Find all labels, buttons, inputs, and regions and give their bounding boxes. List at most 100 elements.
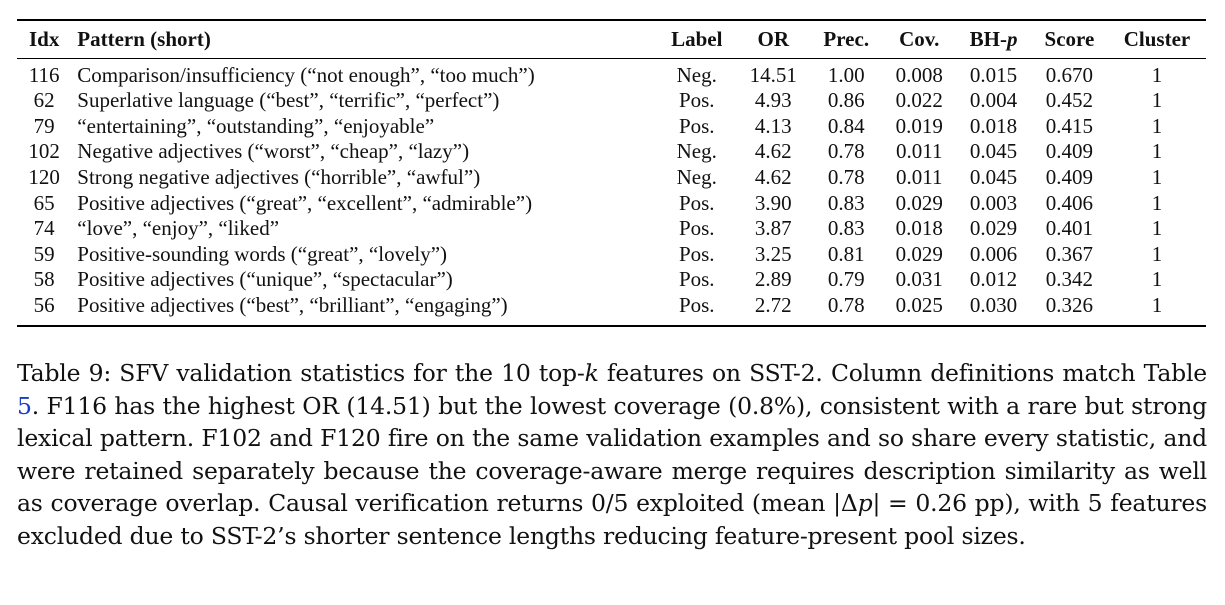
- header-cluster: Cluster: [1123, 27, 1191, 51]
- cell-idx: 116: [28, 62, 60, 87]
- cell-score: 0.367: [1045, 241, 1094, 266]
- header-or: OR: [757, 27, 790, 51]
- caption-part1: Table 9: SFV validation statistics for t…: [17, 359, 585, 387]
- header-bh-p: BH-p: [956, 20, 1031, 58]
- cell-or: 2.89: [754, 267, 792, 292]
- table-caption: Table 9: SFV validation statistics for t…: [17, 357, 1207, 553]
- cell-pattern: Superlative language (“best”, “terrific”…: [77, 88, 500, 113]
- cell-cluster: 1: [1151, 267, 1163, 292]
- cell-cov: 0.022: [895, 88, 943, 113]
- cell-prec: 0.83: [827, 190, 865, 215]
- cell-cov: 0.011: [895, 164, 943, 189]
- cell-cluster: 1: [1151, 164, 1163, 189]
- table-row: 79 “entertaining”, “outstanding”, “enjoya…: [17, 114, 1206, 140]
- cell-or: 3.25: [754, 241, 792, 266]
- header-label: Label: [671, 27, 723, 51]
- cell-idx: 65: [33, 190, 55, 215]
- header-bh-italic: p: [1006, 27, 1018, 51]
- table-row: 62 Superlative language (“best”, “terrifi…: [17, 88, 1206, 114]
- cell-pattern: Positive adjectives (“best”, “brilliant”…: [77, 292, 508, 317]
- cell-pattern: Positive-sounding words (“great”, “lovel…: [77, 241, 448, 266]
- cell-bh-p: 0.029: [969, 216, 1018, 241]
- cell-prec: 0.78: [827, 292, 865, 317]
- cell-bh-p: 0.045: [969, 139, 1018, 164]
- cell-score: 0.670: [1045, 62, 1094, 87]
- cell-prec: 0.84: [827, 113, 865, 138]
- cell-pattern: “entertaining”, “outstanding”, “enjoyabl…: [77, 113, 435, 138]
- cell-label: Pos.: [678, 88, 715, 113]
- cell-or: 4.62: [754, 164, 792, 189]
- cell-idx: 58: [33, 267, 55, 292]
- table-header: Idx Pattern (short) Label OR Prec. Cov. …: [17, 20, 1206, 59]
- table-reference-link[interactable]: 5: [17, 391, 32, 420]
- cell-cluster: 1: [1151, 190, 1163, 215]
- header-prec: Prec.: [823, 27, 870, 51]
- cell-prec: 0.78: [827, 164, 865, 189]
- header-row: Idx Pattern (short) Label OR Prec. Cov. …: [17, 20, 1206, 59]
- cell-pattern: Negative adjectives (“worst”, “cheap”, “…: [77, 139, 470, 164]
- cell-idx: 56: [33, 292, 55, 317]
- cell-idx: 74: [33, 216, 55, 241]
- cell-score: 0.409: [1045, 164, 1094, 189]
- cell-cluster: 1: [1151, 241, 1163, 266]
- cell-cluster: 1: [1151, 292, 1163, 317]
- cell-score: 0.326: [1045, 292, 1094, 317]
- cell-pattern: Strong negative adjectives (“horrible”, …: [77, 164, 481, 189]
- cell-label: Pos.: [678, 267, 715, 292]
- table-body: 116 Comparison/insufficiency (“not enough…: [17, 58, 1206, 326]
- cell-score: 0.401: [1045, 216, 1094, 241]
- cell-prec: 0.78: [827, 139, 865, 164]
- cell-bh-p: 0.003: [969, 190, 1018, 215]
- cell-prec: 0.86: [827, 88, 865, 113]
- cell-cluster: 1: [1151, 216, 1163, 241]
- cell-prec: 0.79: [827, 267, 865, 292]
- cell-cov: 0.008: [895, 62, 943, 87]
- header-bh-prefix: BH-: [969, 27, 1007, 51]
- cell-or: 2.72: [754, 292, 792, 317]
- cell-label: Neg.: [676, 139, 717, 164]
- cell-label: Neg.: [676, 164, 717, 189]
- cell-cluster: 1: [1151, 62, 1163, 87]
- cell-pattern: “love”, “enjoy”, “liked”: [77, 216, 280, 241]
- cell-cov: 0.011: [895, 139, 943, 164]
- cell-or: 14.51: [749, 62, 797, 87]
- cell-pattern: Positive adjectives (“great”, “excellent…: [77, 190, 533, 215]
- cell-label: Pos.: [678, 241, 715, 266]
- cell-bh-p: 0.012: [969, 267, 1018, 292]
- cell-bh-p: 0.018: [969, 113, 1018, 138]
- header-score: Score: [1044, 27, 1095, 51]
- table-row: 58 Positive adjectives (“unique”, “specta…: [17, 267, 1206, 293]
- cell-or: 4.13: [754, 113, 792, 138]
- cell-prec: 0.81: [827, 241, 865, 266]
- cell-score: 0.409: [1045, 139, 1094, 164]
- cell-or: 4.62: [754, 139, 792, 164]
- cell-or: 4.93: [754, 88, 792, 113]
- caption-part2: features on SST-2. Column definitions ma…: [598, 359, 1208, 387]
- table-row: 65 Positive adjectives (“great”, “excelle…: [17, 191, 1206, 217]
- header-cov: Cov.: [899, 27, 940, 51]
- cell-cov: 0.018: [895, 216, 943, 241]
- cell-label: Pos.: [678, 216, 715, 241]
- cell-pattern: Comparison/insufficiency (“not enough”, …: [77, 62, 535, 87]
- cell-score: 0.452: [1045, 88, 1094, 113]
- caption-p: p: [857, 489, 873, 518]
- cell-score: 0.415: [1045, 113, 1094, 138]
- header-pattern: Pattern (short): [77, 27, 211, 51]
- table-row: 59 Positive-sounding words (“great”, “lov…: [17, 242, 1206, 268]
- validation-stats-table: Idx Pattern (short) Label OR Prec. Cov. …: [17, 19, 1206, 327]
- caption-part3: . F116 has the highest OR (14.51) but th…: [17, 391, 1207, 518]
- header-idx: Idx: [28, 27, 60, 51]
- cell-cluster: 1: [1151, 139, 1163, 164]
- cell-or: 3.90: [754, 190, 792, 215]
- cell-cov: 0.031: [895, 267, 943, 292]
- cell-cov: 0.029: [895, 190, 943, 215]
- table-row: 56 Positive adjectives (“best”, “brillian…: [17, 293, 1206, 326]
- cell-cov: 0.019: [895, 113, 943, 138]
- cell-label: Pos.: [678, 190, 715, 215]
- cell-cov: 0.029: [895, 241, 943, 266]
- cell-label: Neg.: [676, 62, 717, 87]
- cell-bh-p: 0.030: [969, 292, 1018, 317]
- cell-or: 3.87: [754, 216, 792, 241]
- cell-idx: 59: [33, 241, 55, 266]
- cell-label: Pos.: [678, 292, 715, 317]
